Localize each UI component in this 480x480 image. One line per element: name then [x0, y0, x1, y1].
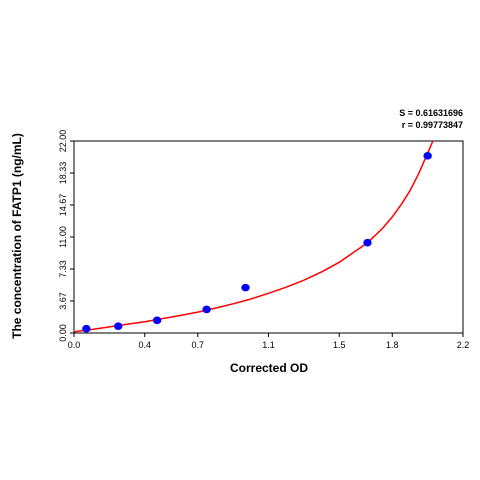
- y-axis-title: The concentration of FATP1 (ng/mL): [10, 133, 24, 339]
- x-tick-label: 2.2: [457, 340, 470, 350]
- y-tick-label: 11.00: [58, 226, 68, 248]
- data-point: [363, 238, 372, 247]
- x-tick-label: 1.5: [333, 340, 346, 350]
- fit-curve: [73, 140, 434, 333]
- y-tick-label: 3.67: [58, 292, 68, 310]
- x-tick-label: 0.4: [138, 340, 151, 350]
- y-tick-label: 14.67: [58, 194, 68, 217]
- data-point: [82, 324, 91, 333]
- y-tick-label: 22.00: [58, 130, 68, 153]
- y-axis: 0.00 3.67 7.33 11.00 14.67 18.33 22.00: [58, 130, 74, 342]
- x-axis: 0.0 0.4 0.7 1.1 1.5 1.8 2.2: [68, 333, 470, 350]
- r-statistic: r = 0.99773847: [402, 120, 463, 130]
- y-tick-label: 0.00: [58, 324, 68, 342]
- data-point: [241, 283, 250, 292]
- s-statistic: S = 0.61631696: [399, 108, 463, 118]
- y-tick-label: 18.33: [58, 162, 68, 185]
- y-tick-label: 7.33: [58, 260, 68, 278]
- data-point: [152, 316, 162, 325]
- plot-border: [73, 140, 464, 334]
- x-axis-title: Corrected OD: [230, 361, 308, 375]
- data-point: [423, 152, 432, 160]
- data-point: [114, 322, 123, 330]
- plot-area: [73, 140, 464, 334]
- data-points-layer: [82, 152, 432, 333]
- x-tick-label: 1.1: [262, 340, 275, 350]
- data-point: [202, 305, 211, 314]
- fit-curve-layer: [73, 140, 434, 333]
- x-tick-label: 0.7: [192, 340, 205, 350]
- x-tick-label: 1.8: [386, 340, 399, 350]
- x-tick-label: 0.0: [68, 340, 81, 350]
